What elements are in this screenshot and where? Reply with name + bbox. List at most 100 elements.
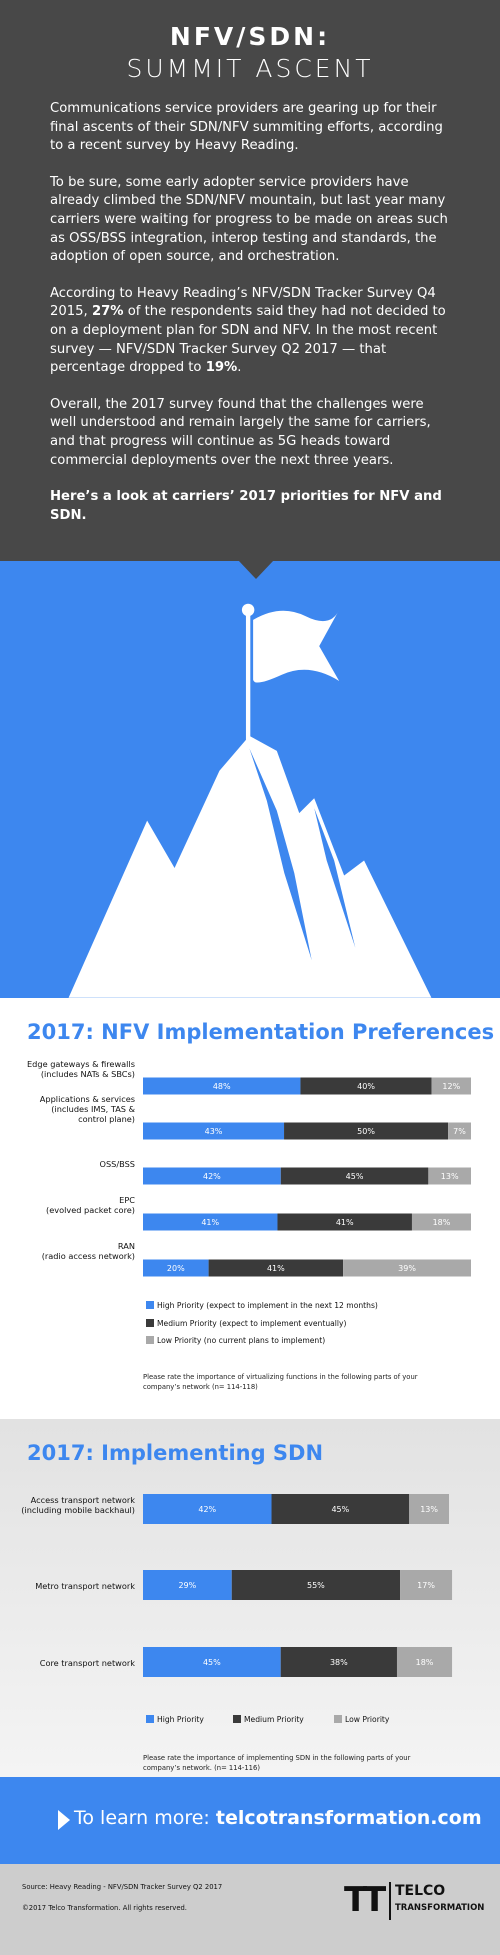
value-label: 55%: [307, 1581, 325, 1590]
category-label: Core transport network: [40, 1658, 135, 1668]
text-run: 27%: [91, 304, 124, 320]
legend-label: Low Priority (no current plans to implem…: [157, 1336, 325, 1345]
text-run: According to Heavy Reading’s NFV/SDN Tra…: [50, 285, 436, 320]
value-label: 7%: [453, 1127, 466, 1136]
bar-segment: [143, 1647, 281, 1677]
legend-label: High Priority (expect to implement in th…: [157, 1301, 378, 1310]
bar-segment: [208, 1259, 344, 1277]
paragraph: To be sure, some early adopter service p…: [50, 174, 454, 267]
value-label: 18%: [416, 1658, 434, 1667]
value-label: 38%: [330, 1658, 348, 1667]
title: NFV/SDN:: [169, 22, 331, 51]
bar-segment: [277, 1213, 412, 1231]
bar-segment: [271, 1494, 410, 1524]
bar-segment: [409, 1494, 449, 1524]
bar-segment: [143, 1122, 285, 1140]
notch: [238, 560, 274, 579]
copyright: ©2017 Telco Transformation. All rights r…: [22, 1904, 187, 1912]
paragraph: Overall, the 2017 survey found that the …: [50, 396, 454, 470]
bar-segment: [143, 1167, 281, 1185]
legend-swatch: [146, 1336, 154, 1344]
bar-segment: [400, 1570, 453, 1600]
cta-label: To learn more:: [74, 1807, 210, 1829]
bar-segment: [343, 1259, 471, 1277]
legend-label: Low Priority: [345, 1715, 390, 1724]
value-label: 42%: [203, 1172, 221, 1181]
value-label: 12%: [442, 1082, 460, 1091]
value-label: 48%: [213, 1082, 231, 1091]
cta-text: To learn more: telcotransformation.com: [74, 1807, 482, 1829]
source: Source: Heavy Reading - NFV/SDN Tracker …: [22, 1883, 223, 1891]
text-run: Communications service providers are gea…: [50, 101, 443, 154]
bar-segment: [284, 1122, 449, 1140]
category-label: Edge gateways & firewalls (includes NATs …: [27, 1059, 135, 1079]
flag: [253, 609, 340, 683]
chart: Edge gateways & firewalls (includes NATs …: [27, 1059, 471, 1345]
value-label: 13%: [420, 1505, 438, 1514]
value-label: 50%: [357, 1127, 375, 1136]
legend-swatch: [146, 1715, 154, 1723]
legend-label: Medium Priority (expect to implement eve…: [157, 1319, 346, 1328]
subtitle: SUMMIT ASCENT: [126, 54, 374, 83]
logo-line2: TRANSFORMATION: [395, 1903, 485, 1913]
bar-segment: [143, 1077, 301, 1095]
category-label: EPC (evolved packet core): [46, 1195, 135, 1215]
cta-band: To learn more: telcotransformation.com: [0, 1777, 500, 1864]
value-label: 29%: [178, 1581, 196, 1590]
paragraphs: Communications service providers are gea…: [50, 100, 454, 543]
value-label: 42%: [198, 1505, 216, 1514]
category-label: Metro transport network: [35, 1581, 135, 1591]
bar-segment: [396, 1647, 453, 1677]
bar-segment: [280, 1167, 429, 1185]
logo-divider: [389, 1882, 391, 1920]
legend-label: Medium Priority: [244, 1715, 304, 1724]
mountain-shade: [249, 748, 312, 961]
value-label: 18%: [433, 1218, 451, 1227]
chart: Access transport network (including mobil…: [21, 1494, 453, 1724]
paragraph: According to Heavy Reading’s NFV/SDN Tra…: [50, 285, 454, 378]
text-run: To be sure, some early adopter service p…: [50, 174, 448, 265]
hero: [0, 561, 500, 998]
logo-line1: TELCO: [395, 1883, 446, 1899]
value-label: 45%: [346, 1172, 364, 1181]
bar-segment: [143, 1259, 209, 1277]
value-label: 41%: [267, 1264, 285, 1273]
value-label: 41%: [336, 1218, 354, 1227]
bar-segment: [231, 1570, 401, 1600]
bar-segment: [280, 1647, 397, 1677]
text-run: .: [237, 360, 242, 376]
category-label: Applications & services (includes IMS, TA…: [40, 1094, 136, 1124]
cta-link[interactable]: telcotransformation.com: [215, 1807, 482, 1829]
note: Please rate the importance of implementi…: [143, 1754, 411, 1772]
text-run: of the respondents said they had not dec…: [50, 304, 446, 376]
category-label: OSS/BSS: [100, 1159, 135, 1169]
value-label: 43%: [205, 1127, 223, 1136]
value-label: 20%: [167, 1264, 185, 1273]
mountain-shade: [314, 808, 356, 948]
chart-title: 2017: Implementing SDN: [27, 1441, 324, 1465]
header: NFV/SDN: SUMMIT ASCENT Communications se…: [0, 0, 500, 561]
paragraph: Here’s a look at carriers’ 2017 prioriti…: [50, 488, 454, 525]
legend-swatch: [146, 1319, 154, 1327]
flag-ball: [241, 603, 255, 617]
bar-segment: [143, 1213, 278, 1231]
legend-swatch: [146, 1301, 154, 1309]
text-run: Overall, the 2017 survey found that the …: [50, 396, 431, 468]
text-run: Here’s a look at carriers’ 2017 prioriti…: [50, 489, 442, 523]
value-label: 41%: [201, 1218, 219, 1227]
chart-title: 2017: NFV Implementation Preferences: [27, 1020, 495, 1044]
arrow: [58, 1810, 70, 1830]
category-label: Access transport network (including mobil…: [21, 1495, 135, 1515]
text-run: 19%: [205, 360, 238, 376]
mountain: [68, 735, 432, 998]
legend-swatch: [233, 1715, 241, 1723]
footer: Source: Heavy Reading - NFV/SDN Tracker …: [0, 1864, 500, 1955]
note: Please rate the importance of virtualizi…: [143, 1373, 418, 1391]
bar-segment: [300, 1077, 432, 1095]
value-label: 13%: [441, 1172, 459, 1181]
nfv-section: 2017: NFV Implementation Preferences Edg…: [0, 998, 500, 1419]
bar-segment: [431, 1077, 471, 1095]
category-label: RAN (radio access network): [42, 1241, 135, 1261]
play-icon: [58, 1810, 70, 1830]
sdn-section: 2017: Implementing SDN Access transport …: [0, 1419, 500, 1777]
